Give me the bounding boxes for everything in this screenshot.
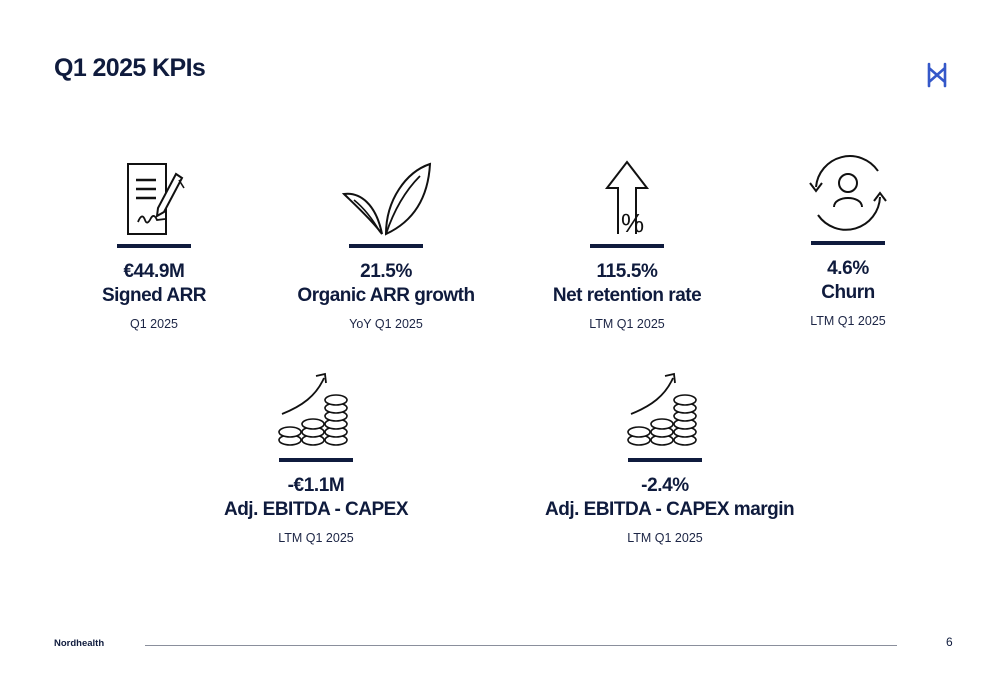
kpi-label: Adj. EBITDA - CAPEX [223, 499, 409, 520]
kpi-label: Adj. EBITDA - CAPEX margin [545, 499, 795, 520]
kpi-underline [349, 244, 423, 248]
kpi-period: LTM Q1 2025 [589, 317, 665, 331]
kpi-adj-ebitda-capex: -€1.1M Adj. EBITDA - CAPEX LTM Q1 2025 [196, 370, 436, 545]
kpi-churn: 4.6% Churn LTM Q1 2025 [728, 147, 968, 328]
footer-brand: Nordhealth [54, 638, 105, 649]
kpi-period: LTM Q1 2025 [627, 531, 703, 545]
kpi-period: LTM Q1 2025 [810, 314, 886, 328]
kpi-label: Net retention rate [552, 285, 702, 306]
kpi-underline [628, 458, 702, 462]
signed-document-icon [127, 163, 185, 235]
kpi-net-retention-rate: % 115.5% Net retention rate LTM Q1 2025 [507, 160, 747, 331]
svg-text:%: % [621, 208, 644, 238]
kpi-value: 21.5% [360, 261, 412, 282]
kpi-period: Q1 2025 [130, 317, 178, 331]
kpi-label: Signed ARR [101, 285, 207, 306]
footer-divider [145, 645, 897, 646]
kpi-value: 4.6% [827, 258, 869, 279]
sprout-icon [341, 162, 432, 236]
kpi-underline [279, 458, 353, 462]
coins-growth-icon [627, 372, 697, 446]
kpi-underline [811, 241, 885, 245]
kpi-value: -€1.1M [287, 475, 345, 496]
kpi-label: Churn [821, 282, 875, 303]
kpi-value: 115.5% [596, 261, 658, 282]
kpi-adj-ebitda-capex-margin: -2.4% Adj. EBITDA - CAPEX margin LTM Q1 … [545, 370, 795, 545]
kpi-organic-arr-growth: 21.5% Organic ARR growth YoY Q1 2025 [266, 160, 506, 331]
kpi-value: -2.4% [641, 475, 689, 496]
kpi-label: Organic ARR growth [297, 285, 475, 306]
kpi-underline [590, 244, 664, 248]
page-number: 6 [946, 635, 953, 649]
user-cycle-icon [809, 155, 887, 231]
kpi-period: YoY Q1 2025 [349, 317, 423, 331]
coins-growth-icon [278, 372, 348, 446]
kpi-signed-arr: €44.9M Signed ARR Q1 2025 [34, 160, 274, 331]
percent-arrow-up-icon: % [604, 160, 650, 238]
kpi-value: €44.9M [123, 261, 185, 282]
nordhealth-logo-icon [927, 62, 947, 88]
kpi-underline [117, 244, 191, 248]
page-title: Q1 2025 KPIs [54, 54, 206, 82]
kpi-period: LTM Q1 2025 [278, 531, 354, 545]
